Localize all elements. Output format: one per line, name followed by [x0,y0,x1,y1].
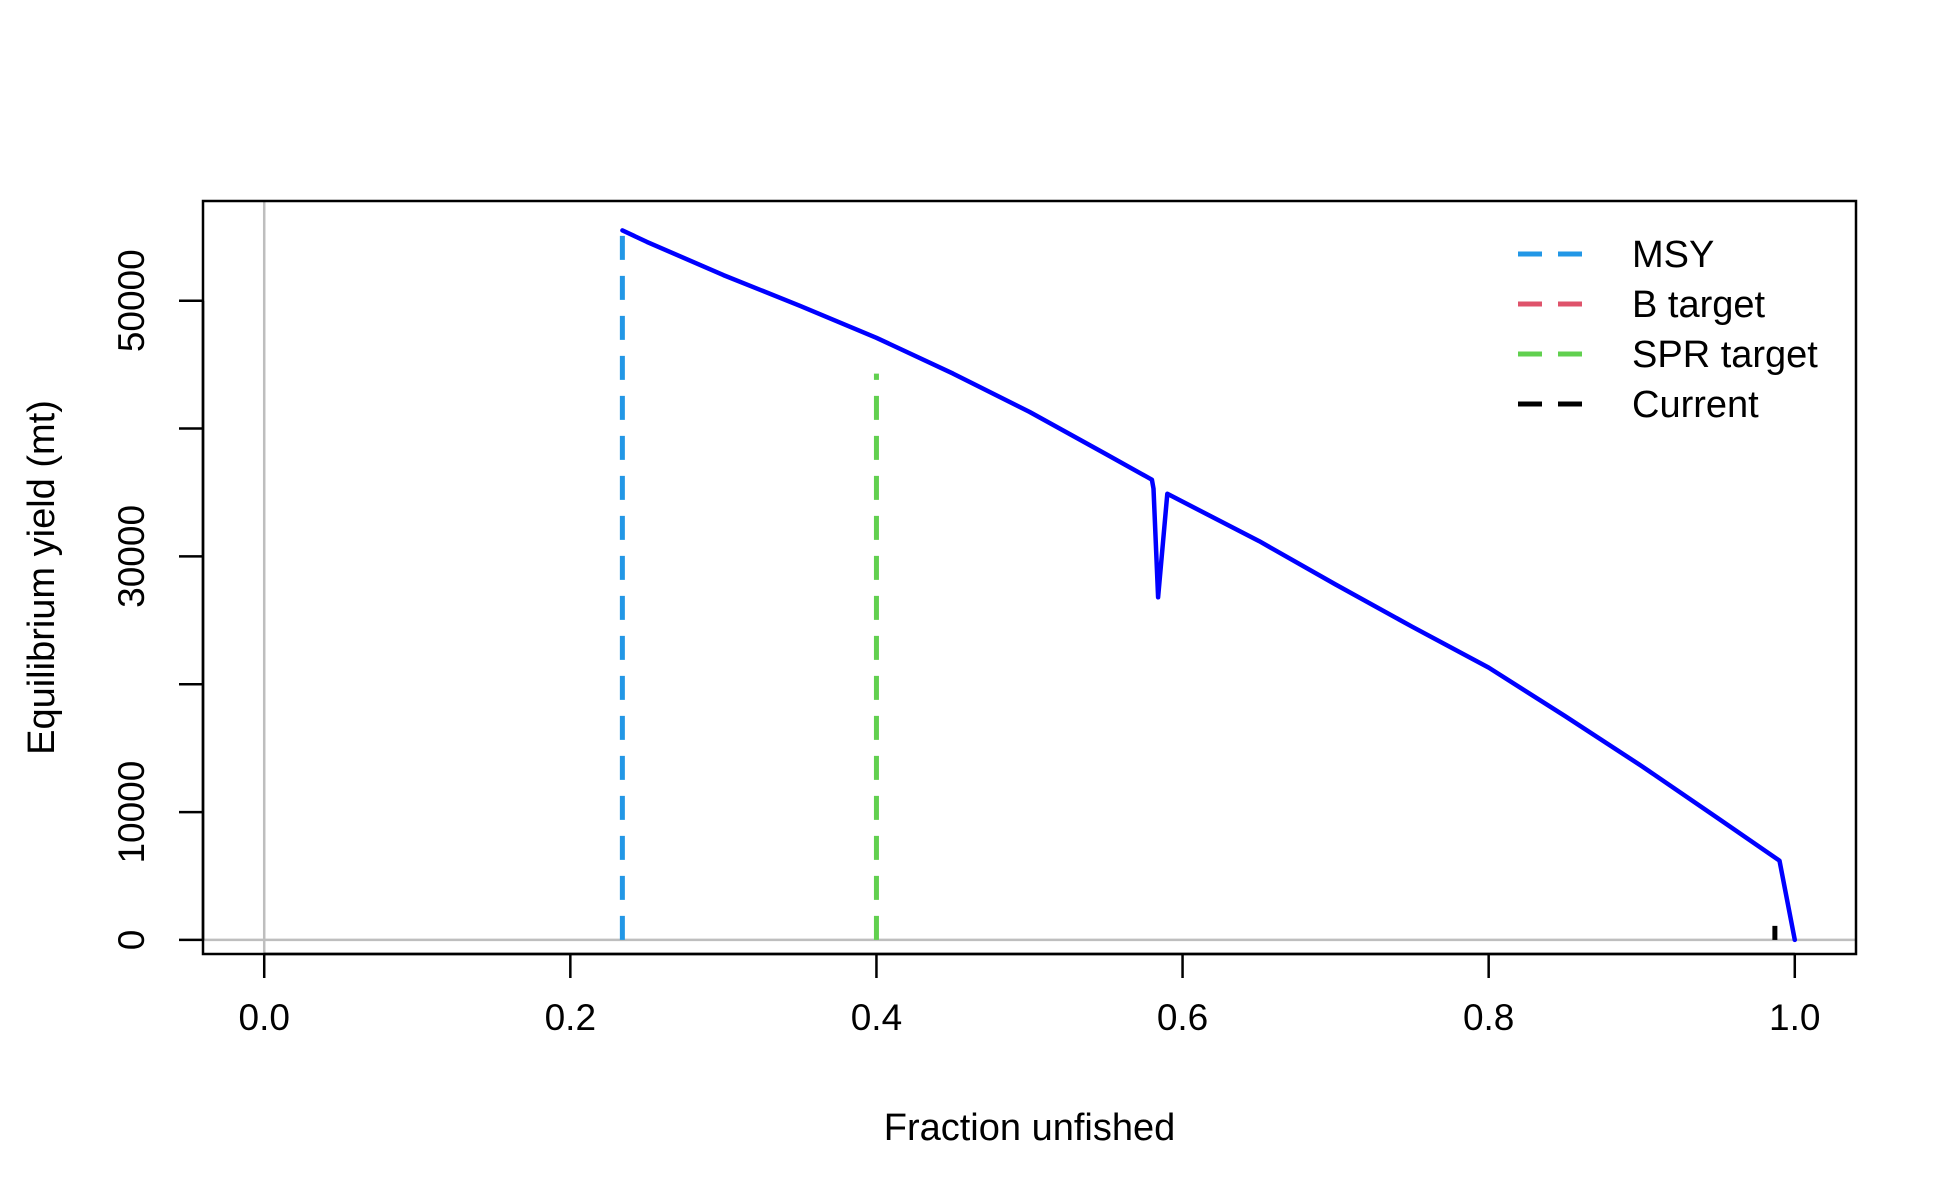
x-tick-label: 0.2 [545,997,596,1038]
yield-curve-line [620,228,1798,943]
plot-frame [201,199,1858,956]
y-tick-label: 10000 [111,761,152,864]
reference-lines [203,201,1856,954]
x-tick-label: 0.6 [1157,997,1208,1038]
x-tick-label: 1.0 [1769,997,1820,1038]
x-tick-label: 0.4 [851,997,902,1038]
x-axis-title: Fraction unfished [884,1107,1176,1149]
legend: MSY B target SPR target Current [1518,234,1818,426]
legend-label: MSY [1632,234,1714,276]
legend-label: SPR target [1632,334,1818,376]
y-tick-label: 50000 [111,249,152,352]
vertical-markers [619,230,1778,940]
legend-label: B target [1632,284,1766,326]
legend-label: Current [1632,384,1759,426]
series-lines [620,228,1798,943]
y-axis: 0 10000 30000 50000 [111,249,205,951]
y-tick-label: 0 [111,930,152,951]
x-tick-label: 0.0 [239,997,290,1038]
x-axis: 0.0 0.2 0.4 0.6 0.8 1.0 [239,952,1820,1038]
y-axis-title: Equilibrium yield (mt) [21,400,63,755]
y-tick-label: 30000 [111,505,152,608]
x-tick-label: 0.8 [1463,997,1514,1038]
